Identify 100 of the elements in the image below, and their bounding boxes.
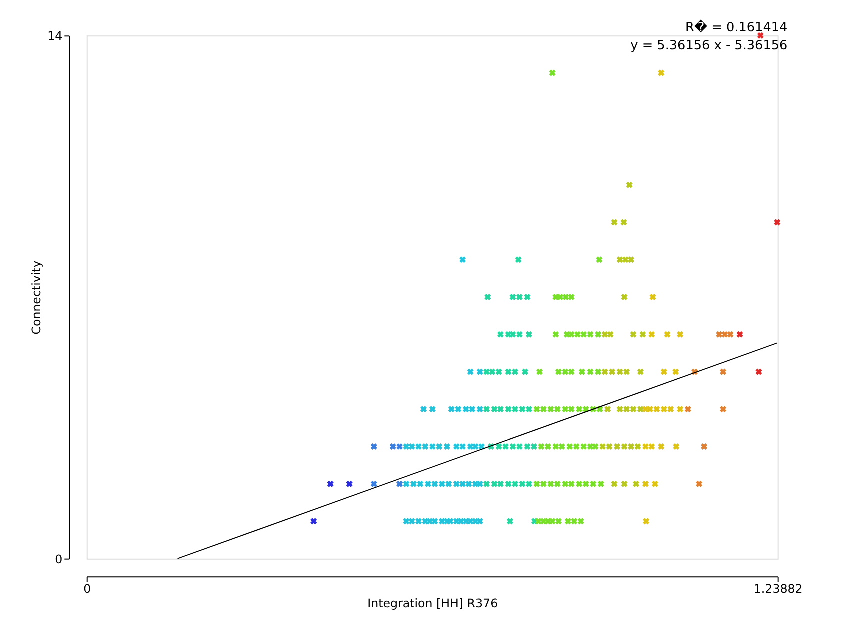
point bbox=[720, 406, 727, 413]
y-tick-label: 14 bbox=[48, 29, 63, 44]
point bbox=[580, 331, 588, 338]
point bbox=[568, 294, 575, 301]
point bbox=[609, 368, 616, 376]
point bbox=[432, 480, 438, 488]
point bbox=[497, 480, 504, 488]
point bbox=[544, 443, 552, 450]
point bbox=[497, 331, 504, 338]
point bbox=[642, 443, 650, 450]
point bbox=[516, 294, 523, 301]
point bbox=[637, 406, 644, 413]
point bbox=[578, 518, 584, 525]
point bbox=[598, 480, 604, 488]
point bbox=[476, 406, 484, 413]
point bbox=[576, 480, 583, 488]
point bbox=[568, 406, 575, 413]
point bbox=[637, 368, 644, 376]
point bbox=[510, 443, 516, 450]
point bbox=[571, 518, 578, 525]
point bbox=[574, 331, 581, 338]
x-axis-title: Integration [HH] R376 bbox=[368, 596, 498, 611]
point bbox=[616, 368, 624, 376]
point bbox=[458, 518, 464, 525]
point bbox=[530, 443, 538, 450]
point bbox=[310, 518, 318, 525]
point bbox=[582, 480, 590, 488]
point bbox=[596, 256, 603, 264]
point bbox=[621, 480, 628, 488]
point bbox=[526, 406, 532, 413]
point bbox=[519, 406, 526, 413]
point bbox=[621, 294, 628, 301]
point bbox=[658, 70, 665, 76]
point bbox=[664, 331, 671, 338]
point bbox=[370, 480, 378, 488]
point bbox=[548, 406, 554, 413]
point bbox=[540, 480, 547, 488]
point bbox=[592, 443, 599, 450]
point bbox=[595, 331, 602, 338]
point bbox=[587, 368, 594, 376]
point bbox=[420, 406, 428, 413]
point bbox=[573, 443, 580, 450]
point bbox=[476, 480, 484, 488]
point bbox=[607, 331, 614, 338]
point bbox=[587, 331, 594, 338]
point bbox=[677, 406, 684, 413]
point bbox=[410, 480, 417, 488]
point bbox=[757, 32, 764, 39]
point bbox=[496, 443, 502, 450]
point bbox=[673, 443, 680, 450]
point bbox=[426, 518, 434, 525]
point bbox=[489, 368, 496, 376]
point bbox=[614, 443, 621, 450]
point bbox=[756, 368, 762, 376]
point bbox=[460, 480, 466, 488]
point bbox=[460, 443, 466, 450]
point bbox=[568, 368, 575, 376]
point bbox=[568, 331, 575, 338]
point bbox=[727, 331, 734, 338]
point bbox=[512, 480, 519, 488]
point bbox=[496, 368, 502, 376]
point bbox=[415, 518, 422, 525]
point bbox=[736, 331, 744, 338]
point bbox=[512, 368, 519, 376]
point bbox=[526, 480, 532, 488]
point bbox=[438, 518, 446, 525]
point bbox=[552, 443, 560, 450]
point bbox=[429, 443, 436, 450]
point bbox=[424, 480, 432, 488]
point bbox=[640, 331, 646, 338]
point bbox=[538, 443, 545, 450]
point bbox=[484, 294, 492, 301]
point bbox=[403, 518, 410, 525]
point bbox=[510, 294, 516, 301]
point bbox=[616, 256, 624, 264]
point bbox=[774, 219, 781, 226]
point bbox=[429, 406, 436, 413]
point bbox=[624, 368, 630, 376]
point bbox=[684, 406, 692, 413]
point bbox=[562, 406, 569, 413]
point bbox=[505, 480, 512, 488]
point bbox=[549, 70, 556, 76]
point bbox=[562, 368, 569, 376]
point bbox=[448, 406, 455, 413]
point bbox=[660, 368, 668, 376]
point bbox=[510, 331, 516, 338]
point bbox=[403, 443, 410, 450]
point bbox=[590, 480, 597, 488]
text: R� = 0.161414 bbox=[686, 20, 788, 36]
annotation: y = 5.36156 x - 5.36156 bbox=[630, 38, 788, 54]
point bbox=[701, 443, 708, 450]
point bbox=[484, 406, 490, 413]
point bbox=[611, 480, 618, 488]
point bbox=[540, 406, 547, 413]
point bbox=[417, 480, 424, 488]
y-axis-title: Connectivity bbox=[30, 260, 44, 335]
point bbox=[491, 480, 498, 488]
point bbox=[562, 480, 569, 488]
point bbox=[650, 294, 656, 301]
point bbox=[534, 480, 540, 488]
